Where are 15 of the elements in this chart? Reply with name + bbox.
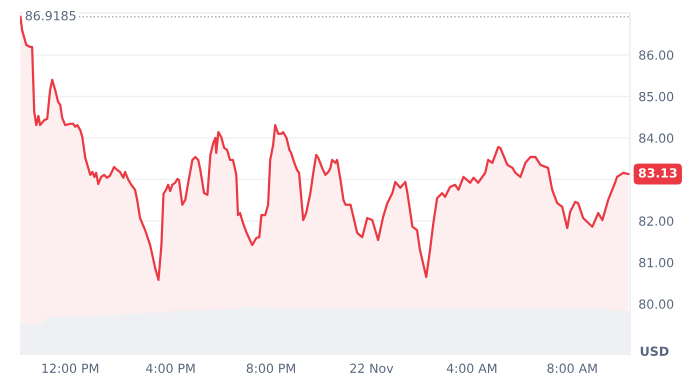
y-tick-label: 82.00 — [639, 216, 674, 226]
ref-line-label: 86.9185 — [26, 10, 76, 20]
x-tick-label: 12:00 PM — [42, 364, 98, 374]
y-tick-label: 85.00 — [639, 92, 674, 102]
x-tick-label: 8:00 AM — [547, 364, 597, 374]
y-tick-label: 84.00 — [639, 133, 674, 143]
x-tick-label: 8:00 PM — [246, 364, 295, 374]
x-tick-label: 4:00 PM — [146, 364, 195, 374]
y-axis-title: USD — [640, 346, 669, 356]
y-tick-label: 81.00 — [639, 258, 674, 268]
x-tick-label: 4:00 AM — [446, 364, 496, 374]
y-tick-label: 86.00 — [639, 50, 674, 60]
annotation: 83.13 — [638, 168, 677, 178]
x-tick-label: 22 Nov — [350, 364, 394, 374]
y-tick-label: 80.00 — [639, 299, 674, 309]
